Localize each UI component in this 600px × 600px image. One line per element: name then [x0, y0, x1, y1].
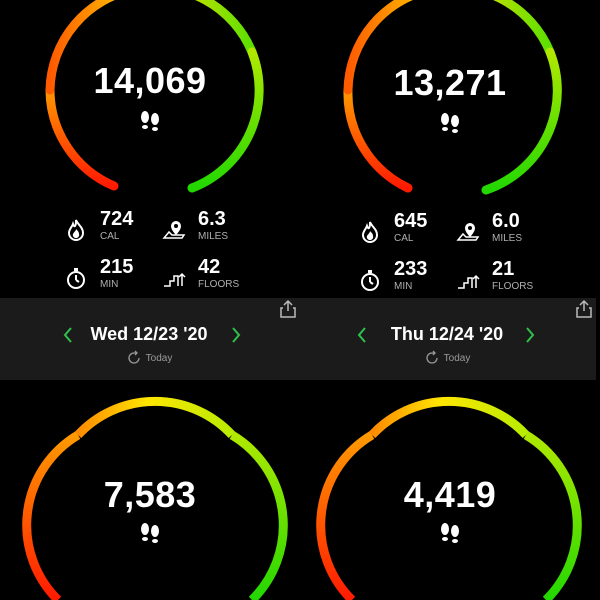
floors-unit: FLOORS	[198, 279, 240, 290]
miles-unit: MILES	[492, 233, 523, 244]
stairs-icon	[458, 274, 480, 289]
minutes-stat: 233 MIN	[358, 258, 427, 294]
footsteps-icon	[0, 110, 300, 134]
today-label: Today	[145, 352, 173, 364]
floors-value: 42	[198, 256, 221, 278]
chevron-right-icon[interactable]	[524, 326, 536, 344]
steps-count: 14,069	[93, 60, 207, 101]
steps-progress-ring	[45, 0, 264, 193]
footsteps-icon	[300, 112, 600, 136]
calories-value: 645	[394, 210, 428, 232]
calories-unit: CAL	[100, 231, 120, 242]
miles-stat: 6.3 MILES	[162, 208, 228, 244]
calories-stat: 724 CAL	[64, 208, 133, 244]
date-bar-1: Wed 12/23 '20 Today	[0, 298, 298, 380]
share-icon[interactable]	[280, 300, 296, 318]
steps-progress-ring	[316, 396, 582, 600]
today-label: Today	[443, 352, 471, 364]
day-panel-2: 13,271 645 CAL 6.0 MILES 233 MIN 21 FLOORS	[300, 0, 600, 300]
day-panel-4: 4,419	[300, 300, 600, 600]
steps-count: 4,419	[403, 474, 497, 515]
floors-value: 21	[492, 258, 515, 280]
miles-value: 6.3	[198, 208, 226, 230]
date-label: Wed 12/23 '20	[90, 324, 208, 344]
map-pin-icon	[456, 223, 480, 241]
minutes-unit: MIN	[394, 281, 413, 292]
today-button[interactable]: Today	[298, 350, 596, 366]
miles-stat: 6.0 MILES	[456, 210, 522, 246]
miles-value: 6.0	[492, 210, 520, 232]
date-bar-2: Thu 12/24 '20 Today	[298, 298, 596, 380]
miles-unit: MILES	[198, 231, 229, 242]
minutes-value: 233	[394, 258, 428, 280]
map-pin-icon	[162, 221, 186, 239]
footsteps-icon	[0, 522, 300, 546]
footsteps-icon	[300, 522, 600, 546]
floors-unit: FLOORS	[492, 281, 534, 292]
flame-icon	[361, 221, 379, 243]
refresh-today-icon	[128, 350, 140, 364]
floors-stat: 21 FLOORS	[456, 258, 533, 294]
calories-stat: 645 CAL	[358, 210, 427, 246]
stopwatch-icon	[361, 270, 379, 291]
calories-unit: CAL	[394, 233, 414, 244]
day-panel-1: 14,069 724 CAL 6.3 MILES 215 MIN 42 FLOORS	[0, 0, 300, 300]
steps-count: 13,271	[393, 62, 507, 103]
calories-value: 724	[100, 208, 134, 230]
day-panel-3: 7,583	[0, 300, 300, 600]
refresh-today-icon	[426, 350, 438, 364]
date-label: Thu 12/24 '20	[390, 324, 504, 344]
stairs-icon	[164, 272, 186, 287]
floors-stat: 42 FLOORS	[162, 256, 239, 292]
today-button[interactable]: Today	[0, 350, 298, 366]
steps-progress-ring	[343, 0, 562, 195]
share-icon[interactable]	[576, 300, 592, 318]
minutes-value: 215	[100, 256, 134, 278]
steps-progress-ring	[22, 396, 288, 600]
steps-count: 7,583	[103, 474, 197, 515]
minutes-unit: MIN	[100, 279, 119, 290]
flame-icon	[67, 219, 85, 241]
minutes-stat: 215 MIN	[64, 256, 133, 292]
stopwatch-icon	[67, 268, 85, 289]
chevron-left-icon[interactable]	[62, 326, 74, 344]
chevron-left-icon[interactable]	[356, 326, 368, 344]
chevron-right-icon[interactable]	[230, 326, 242, 344]
